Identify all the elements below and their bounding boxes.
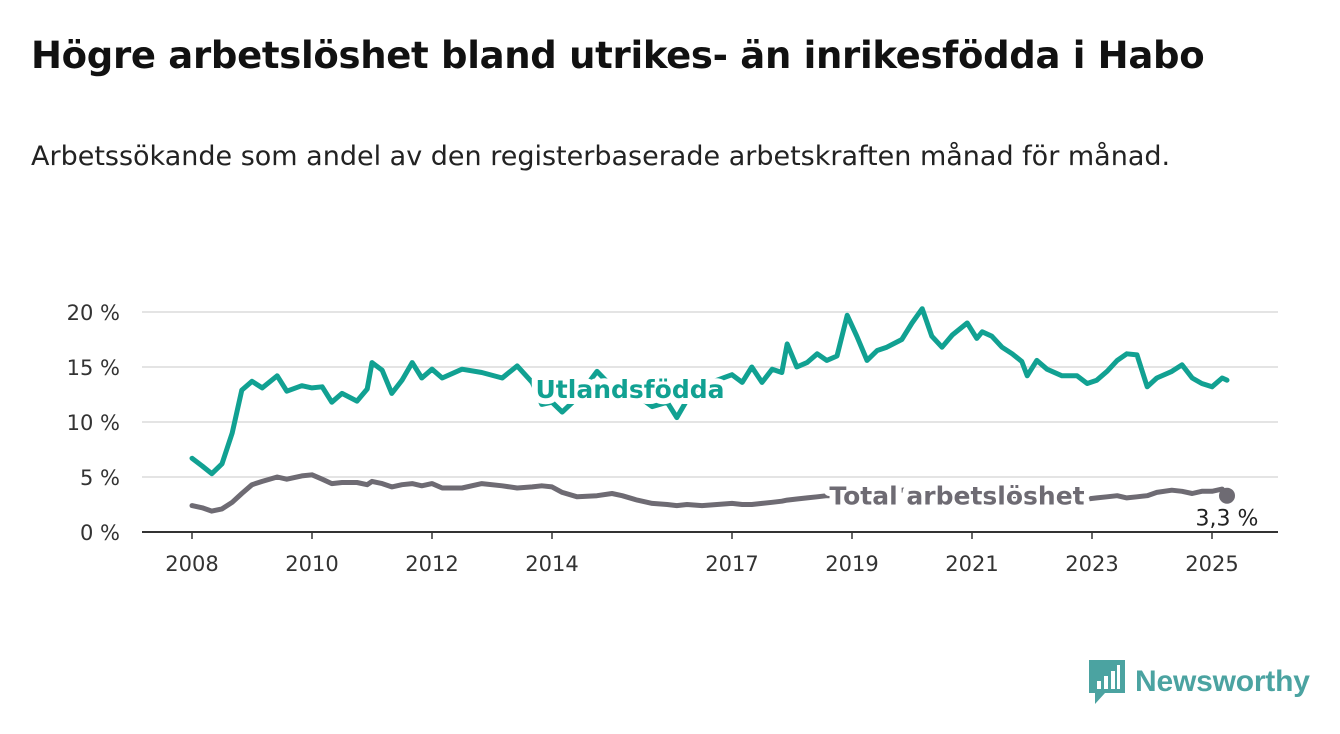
series-line-utlandsfödda xyxy=(189,306,1230,477)
grid-lines xyxy=(142,311,1278,478)
series-label: Utlandsfödda xyxy=(536,375,725,404)
x-tick-label: 2008 xyxy=(165,552,218,576)
y-tick-label: 20 % xyxy=(67,301,120,325)
y-axis-ticks: 0 % 5 % 10 % 15 % 20 % xyxy=(67,301,120,545)
chart-title: Högre arbetslöshet bland utrikes- än inr… xyxy=(31,34,1205,77)
x-tick-label: 2010 xyxy=(285,552,338,576)
y-tick-label: 15 % xyxy=(67,356,120,380)
x-axis-ticks: 2008 2010 2012 2014 2017 2019 2021 2023 2025 xyxy=(165,532,1239,576)
brand-name: Newsworthy xyxy=(1135,665,1310,698)
newsworthy-logo: Newsworthy xyxy=(1089,660,1310,704)
end-value-label: 3,3 % xyxy=(1196,507,1259,532)
y-tick-label: 5 % xyxy=(80,466,120,490)
x-tick-label: 2023 xyxy=(1065,552,1118,576)
series-line-total-arbetslöshet xyxy=(189,472,1230,514)
y-tick-label: 10 % xyxy=(67,411,120,435)
series-lines xyxy=(189,306,1230,514)
series-label-halo: Utlandsfödda xyxy=(536,375,725,404)
y-tick-label: 0 % xyxy=(80,521,120,545)
end-marker xyxy=(1219,487,1235,504)
end-marker-group: 3,3 % xyxy=(1196,487,1259,532)
x-tick-label: 2017 xyxy=(705,552,758,576)
x-tick-label: 2021 xyxy=(945,552,998,576)
series-label: Total arbetslöshet xyxy=(829,482,1084,511)
series-label-halo: Total arbetslöshet xyxy=(829,482,1084,511)
x-tick-label: 2019 xyxy=(825,552,878,576)
x-tick-label: 2012 xyxy=(405,552,458,576)
x-tick-label: 2025 xyxy=(1185,552,1238,576)
x-tick-label: 2014 xyxy=(525,552,578,576)
chart-subtitle: Arbetssökande som andel av den registerb… xyxy=(31,141,1171,172)
bar-chart-icon xyxy=(1089,660,1125,704)
